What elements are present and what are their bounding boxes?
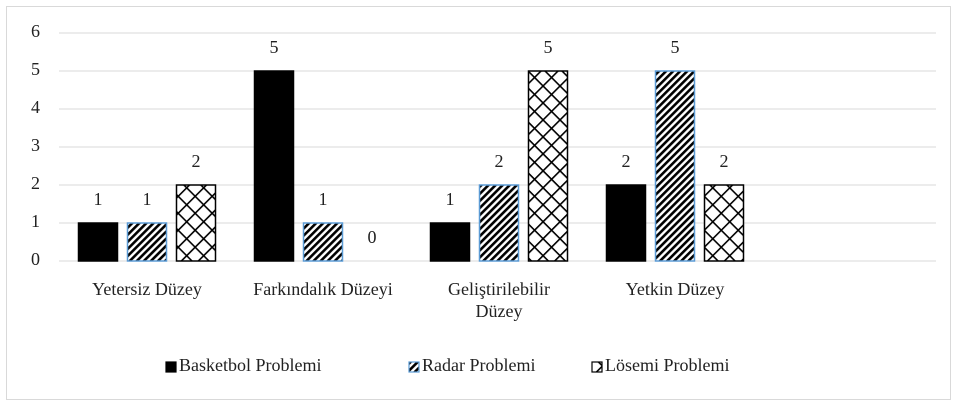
data-label: 2 bbox=[495, 151, 504, 171]
bar bbox=[126, 222, 168, 262]
x-tick-label: Yetkin Düzey bbox=[625, 279, 725, 299]
legend-swatch bbox=[591, 361, 603, 373]
bar bbox=[654, 70, 696, 262]
legend-label: Lösemi Problemi bbox=[605, 355, 730, 375]
bar bbox=[429, 222, 471, 262]
data-label: 2 bbox=[720, 151, 729, 171]
legend-swatch bbox=[408, 361, 420, 373]
data-label: 1 bbox=[446, 189, 455, 209]
bar bbox=[175, 184, 217, 262]
legend-label: Basketbol Problemi bbox=[179, 355, 322, 375]
x-tick-label: Farkındalık Düzeyi bbox=[253, 279, 393, 299]
bar bbox=[605, 184, 647, 262]
y-tick-label: 6 bbox=[31, 21, 40, 41]
data-label: 1 bbox=[319, 189, 328, 209]
x-tick-label: Geliştirilebilir Düzey bbox=[448, 279, 550, 321]
y-tick-label: 5 bbox=[31, 59, 40, 79]
data-label: 2 bbox=[622, 151, 631, 171]
chart-border bbox=[6, 6, 951, 400]
data-label: 0 bbox=[368, 227, 377, 247]
y-tick-label: 1 bbox=[31, 211, 40, 231]
legend-label: Radar Problemi bbox=[422, 355, 535, 375]
bar bbox=[77, 222, 119, 262]
bar bbox=[703, 184, 745, 262]
bar bbox=[478, 184, 520, 262]
data-label: 5 bbox=[270, 37, 279, 57]
data-label: 5 bbox=[544, 37, 553, 57]
bar bbox=[527, 70, 569, 262]
data-label: 5 bbox=[671, 37, 680, 57]
y-tick-label: 2 bbox=[31, 173, 40, 193]
x-tick-label: Yetersiz Düzey bbox=[92, 279, 202, 299]
bar bbox=[253, 70, 295, 262]
y-tick-label: 3 bbox=[31, 135, 40, 155]
y-tick-label: 4 bbox=[31, 97, 40, 117]
y-tick-label: 0 bbox=[31, 249, 40, 269]
data-label: 1 bbox=[143, 189, 152, 209]
data-label: 1 bbox=[94, 189, 103, 209]
data-label: 2 bbox=[192, 151, 201, 171]
bar bbox=[302, 222, 344, 262]
legend-swatch bbox=[165, 361, 177, 373]
